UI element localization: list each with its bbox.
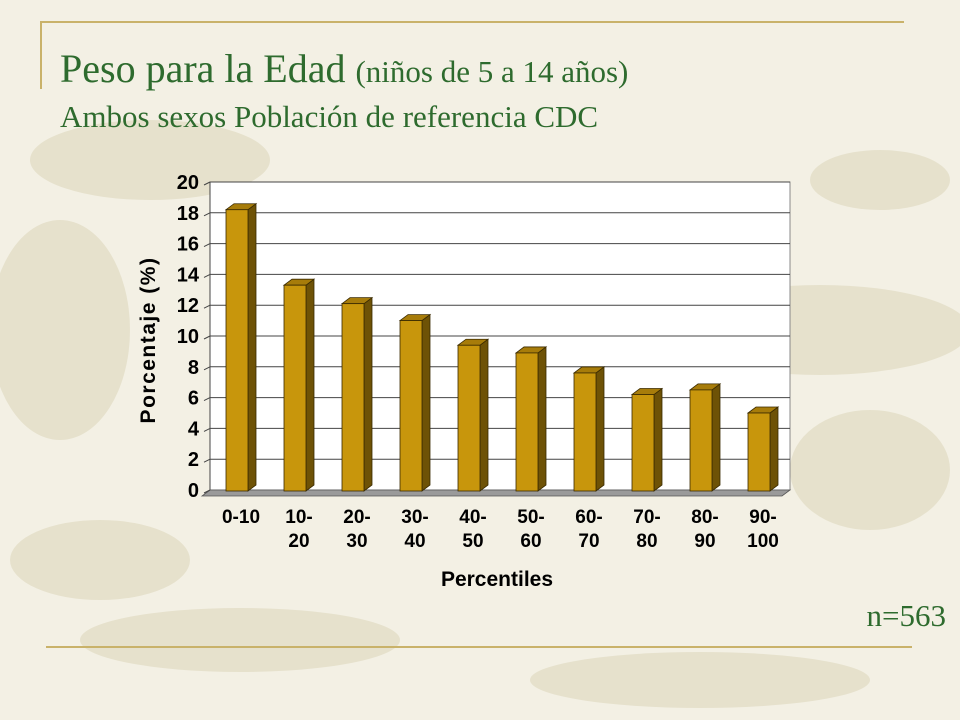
bar-face [225,209,249,492]
y-axis-title: Porcentaje (%) [137,257,160,424]
sample-size-label: n=563 [866,598,946,633]
x-tick-label: 30 [346,531,367,552]
bar-face [689,389,713,492]
y-tick-label: 16 [177,234,199,256]
y-tick-labels: 0 2 4 6 8 10 12 14 16 18 20 [177,172,200,502]
x-tick-label: 20- [343,507,370,528]
slide-title-block: Peso para la Edad (niños de 5 a 14 años)… [60,44,940,137]
x-tick-label: 50- [517,507,544,528]
x-tick-label: 60- [575,507,602,528]
bar [630,387,664,492]
x-tick-label: 30- [401,507,428,528]
bar-face [747,412,771,492]
bottom-rule [46,646,912,648]
x-tick-label: 90 [694,531,715,552]
y-tick-mark [203,427,211,432]
bar-face [399,320,423,492]
y-tick-label: 18 [177,203,199,225]
bars [224,202,780,492]
x-tick-label: 10- [285,507,312,528]
x-tick-label: 100 [747,531,779,552]
bar-face [341,303,365,492]
title-main: Peso para la Edad [60,46,346,91]
x-tick-label: 80- [691,507,718,528]
bar [456,338,490,492]
bar-face [515,352,539,492]
bar-face [573,372,597,492]
bar-side [363,296,373,492]
y-tick-mark [203,335,211,340]
y-tick-mark [203,304,211,309]
y-tick-mark [203,489,211,494]
x-tick-label: 0-10 [222,507,260,528]
y-tick-label: 12 [177,295,199,317]
y-tick-label: 10 [177,326,199,348]
bar-side [421,313,431,492]
y-tick-label: 20 [177,172,199,194]
bar [398,313,432,492]
y-tick-mark [203,366,211,371]
chart-floor [200,489,792,497]
y-tick-mark [203,181,211,186]
y-tick-label: 14 [177,264,200,286]
bar-face [283,284,307,492]
bar-side [537,346,547,492]
x-tick-label: 20 [288,531,309,552]
bar [572,366,606,492]
y-tick-label: 0 [188,480,199,502]
y-tick-label: 4 [188,418,200,440]
bar-side [247,202,257,492]
bar-face [631,394,655,492]
bar-side [769,406,779,492]
x-tick-label: 70- [633,507,660,528]
x-tick-label: 40 [404,531,425,552]
y-tick-mark [203,458,211,463]
x-tick-label: 40- [459,507,486,528]
bar [514,346,548,492]
bar [340,296,374,492]
y-tick-mark [203,397,211,402]
bar-face [457,344,481,492]
bar-side [595,366,605,492]
bar-side [711,383,721,492]
bar [746,406,780,492]
x-tick-label: 60 [520,531,541,552]
y-tick-mark [203,243,211,248]
y-tick-label: 8 [188,357,199,379]
top-rule [40,21,904,23]
slide-subtitle: Ambos sexos Población de referencia CDC [60,99,599,134]
bar [224,202,258,492]
x-tick-label: 90- [749,507,776,528]
x-axis-title: Percentiles [441,568,553,591]
bar-side [479,338,489,492]
x-tick-label: 70 [578,531,599,552]
x-tick-labels: 0-10 10- 20 20- 30 30- 40 40- 50 50- 60 60- 70 70- 80 8… [222,507,779,552]
bar-side [305,278,315,492]
y-tick-mark [203,273,211,278]
x-tick-label: 50 [462,531,483,552]
y-tick-label: 6 [188,388,199,410]
slide-title: Peso para la Edad (niños de 5 a 14 años) [60,44,940,97]
y-tick-label: 2 [188,449,199,471]
left-rule [40,21,42,89]
bar-side [653,387,663,492]
bar [282,278,316,492]
y-tick-mark [203,212,211,217]
bar [688,383,722,492]
x-tick-label: 80 [636,531,657,552]
title-paren: (niños de 5 a 14 años) [355,54,629,89]
